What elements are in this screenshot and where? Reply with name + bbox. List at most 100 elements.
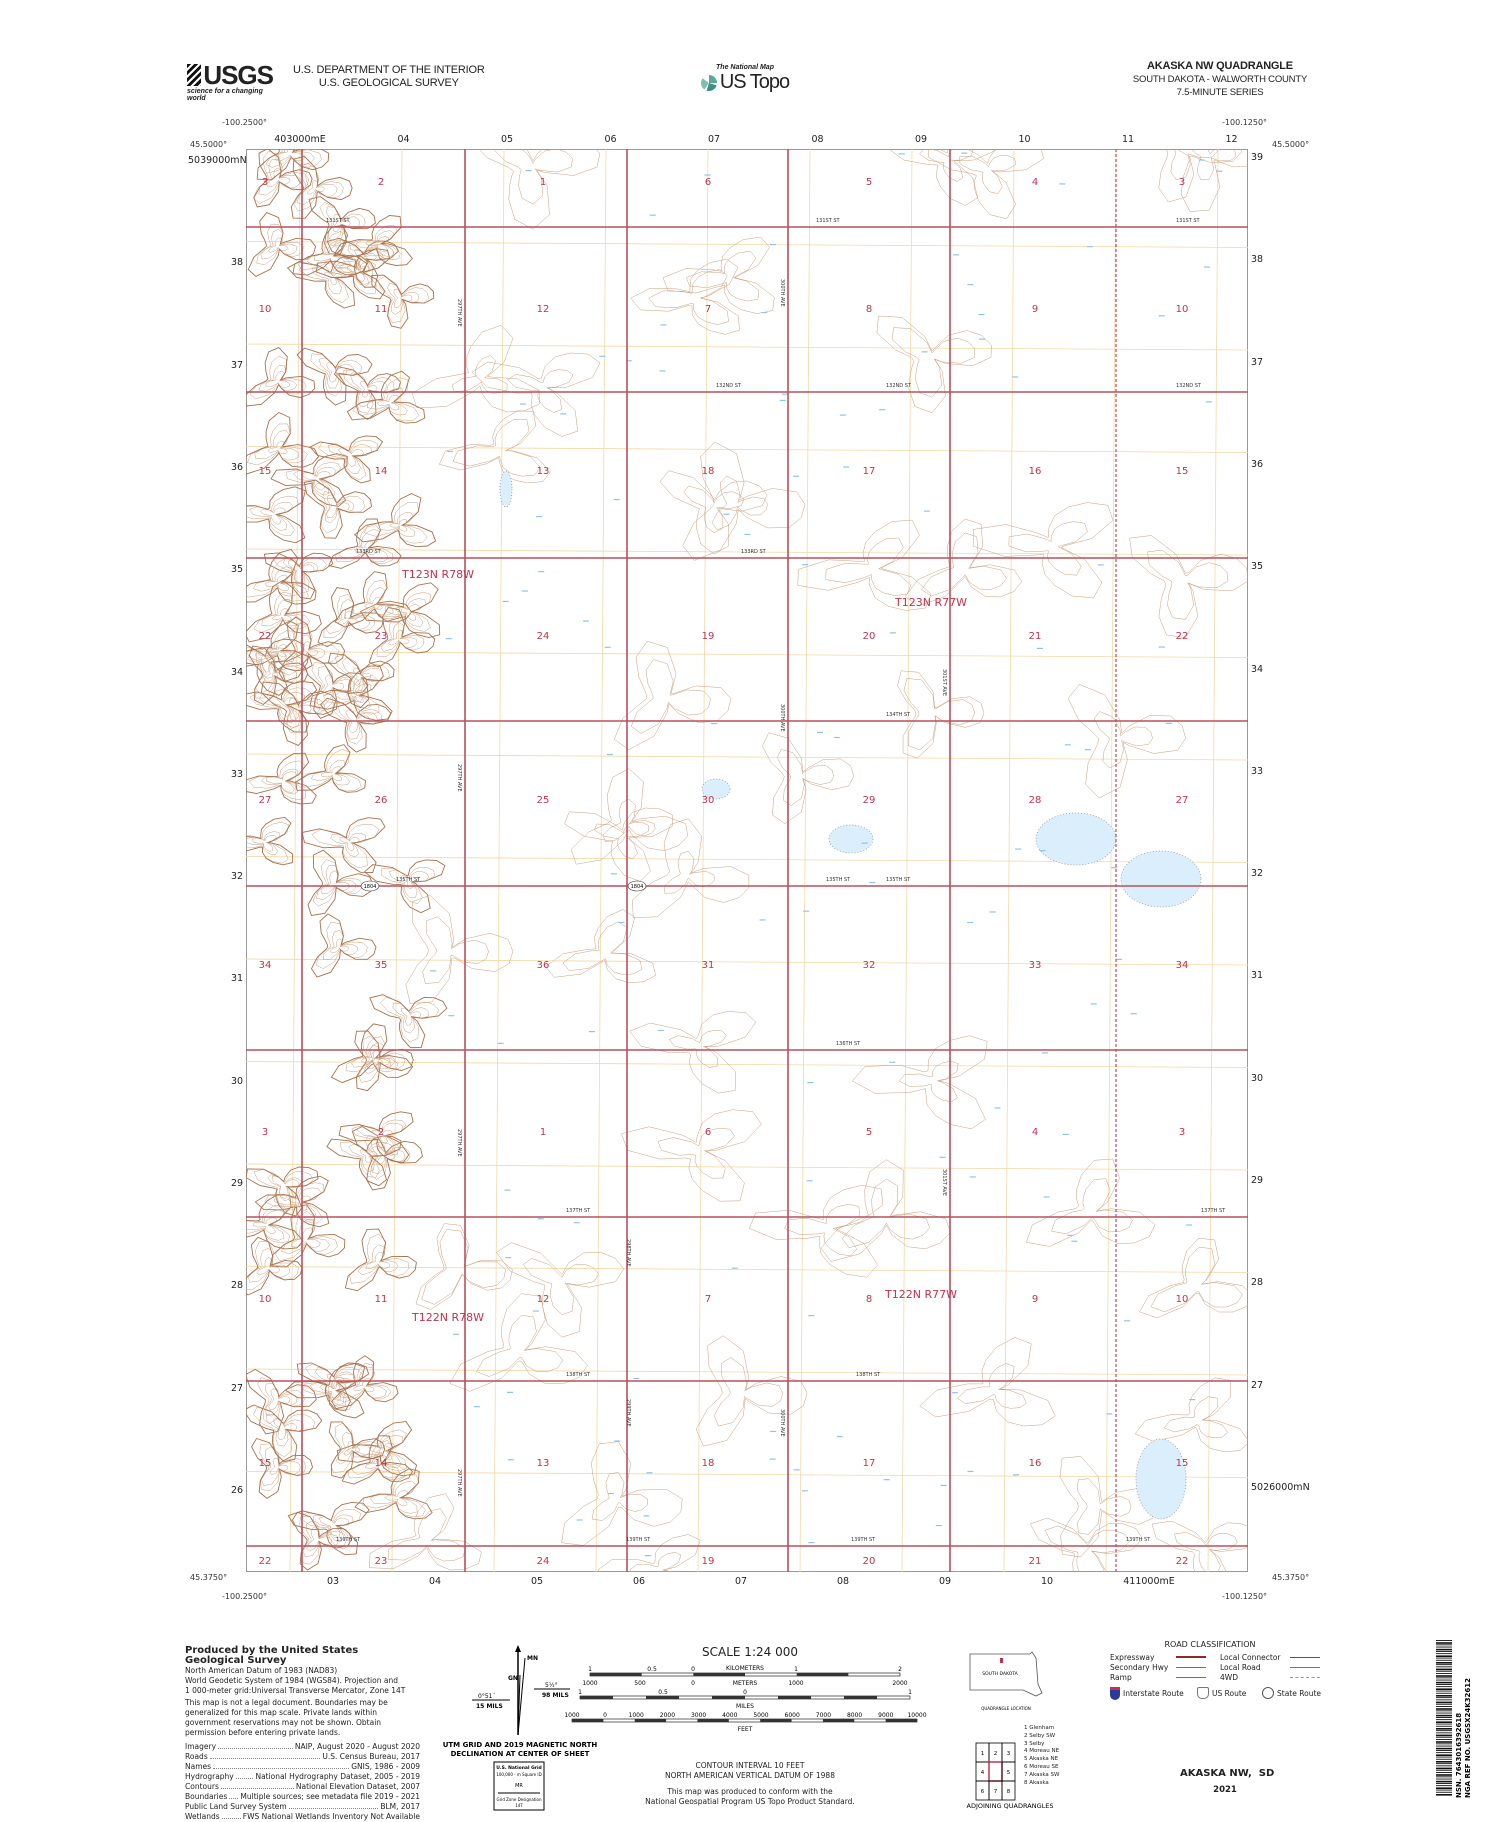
source-row: Boundaries Multiple sources; see metadata… bbox=[185, 1792, 420, 1802]
adjoining-quad-name: 7 Akaska SW bbox=[1024, 1771, 1060, 1778]
contour-line bbox=[257, 637, 295, 663]
street-label: 131ST ST bbox=[326, 218, 351, 224]
scale-tick: 2000 bbox=[660, 1712, 675, 1719]
section-number: 3 bbox=[1179, 1127, 1185, 1138]
barcode-bar bbox=[1436, 1692, 1452, 1694]
national-map-label: The National Map bbox=[716, 64, 774, 71]
contour-line bbox=[363, 597, 383, 610]
contour-line bbox=[507, 369, 574, 413]
barcode-bar bbox=[1436, 1785, 1452, 1787]
contour-line bbox=[285, 462, 342, 500]
contour-line bbox=[290, 155, 353, 219]
contour-line bbox=[299, 261, 362, 303]
contour-line bbox=[319, 1383, 347, 1401]
source-label: Roads bbox=[185, 1752, 208, 1761]
contour-line bbox=[267, 1174, 303, 1202]
adjoining-quad-number: 3 bbox=[1007, 1751, 1011, 1757]
contour-line bbox=[1151, 1520, 1248, 1572]
utm-grid-lines bbox=[246, 149, 1248, 1572]
contour-line bbox=[784, 1203, 861, 1257]
adjoining-caption: ADJOINING QUADRANGLES bbox=[967, 1802, 1054, 1810]
legend-secondary-hwy: Secondary Hwy bbox=[1110, 1662, 1169, 1672]
contour-line bbox=[561, 1441, 683, 1546]
street-label: 137TH ST bbox=[1201, 1208, 1226, 1214]
barcode-bar bbox=[1436, 1736, 1452, 1738]
barcode-bar bbox=[1436, 1714, 1452, 1717]
utm-label: 29 bbox=[1251, 1175, 1264, 1186]
barcode-bar bbox=[1436, 1763, 1452, 1765]
utm-label: 31 bbox=[1251, 970, 1264, 982]
barcode-bar bbox=[1436, 1659, 1452, 1661]
street-label: 136TH ST bbox=[836, 1041, 861, 1047]
pond bbox=[828, 824, 874, 854]
scale-tick: 6000 bbox=[785, 1712, 800, 1719]
current-quad-cell bbox=[988, 1761, 1003, 1782]
scale-segment bbox=[634, 1719, 667, 1722]
scale-tick: 0.5 bbox=[647, 1666, 657, 1673]
utm-label: 07 bbox=[707, 134, 721, 145]
contour-line bbox=[293, 162, 344, 212]
utm-northing-line bbox=[246, 548, 1248, 556]
section-number: 3 bbox=[262, 1127, 268, 1138]
section-number: 21 bbox=[1029, 631, 1042, 642]
contour-line bbox=[368, 606, 436, 668]
vertical-datum: NORTH AMERICAN VERTICAL DATUM OF 1988 bbox=[665, 1771, 835, 1780]
section-number: 19 bbox=[702, 1556, 715, 1567]
section-number: 34 bbox=[259, 960, 272, 971]
barcode-bar bbox=[1436, 1668, 1452, 1671]
contour-line bbox=[632, 818, 750, 918]
barcode-bar bbox=[1436, 1769, 1452, 1771]
utm-label: 10 bbox=[1018, 134, 1031, 145]
contour-line bbox=[392, 1002, 429, 1034]
contour-line bbox=[405, 895, 514, 1004]
se-latitude: 45.3750° bbox=[1272, 1573, 1310, 1582]
contour-line bbox=[255, 652, 298, 694]
contour-line bbox=[292, 467, 337, 496]
source-value: National Elevation Dataset, 2007 bbox=[295, 1782, 420, 1791]
state-route-shield-icon bbox=[360, 880, 380, 892]
interstate-shield-icon bbox=[1110, 1686, 1120, 1700]
contour-line bbox=[267, 440, 288, 455]
barcode-bar bbox=[1436, 1774, 1452, 1776]
national-grid-title: U.S. National Grid bbox=[496, 1765, 542, 1771]
barcode-bar bbox=[1436, 1767, 1452, 1770]
contour-line bbox=[271, 1175, 300, 1199]
utm-label: 04 bbox=[428, 1576, 442, 1587]
contour-line bbox=[351, 1119, 407, 1156]
contour-line bbox=[851, 1035, 988, 1130]
utm-label: 39 bbox=[1251, 152, 1264, 163]
section-number: 25 bbox=[537, 795, 550, 806]
section-number: 13 bbox=[537, 1458, 550, 1469]
contour-line bbox=[257, 1377, 305, 1425]
contour-line bbox=[330, 1023, 414, 1084]
contour-line bbox=[326, 1135, 402, 1187]
contour-line bbox=[1129, 535, 1248, 638]
contour-line bbox=[1190, 149, 1237, 181]
utm-label: 38 bbox=[1251, 254, 1264, 266]
utm-label: 09 bbox=[938, 1576, 952, 1587]
contour-line bbox=[1163, 1396, 1228, 1439]
contour-line bbox=[246, 1236, 303, 1296]
scale-tick: 0 bbox=[691, 1666, 695, 1673]
legend-us-route: US Route bbox=[1212, 1688, 1247, 1698]
contour-line bbox=[322, 491, 355, 524]
source-label: Public Land Survey System bbox=[185, 1802, 287, 1811]
utm-label: 38 bbox=[231, 257, 244, 269]
contour-line bbox=[1174, 1532, 1238, 1572]
contour-line bbox=[330, 1423, 381, 1474]
contour-line bbox=[1067, 684, 1186, 799]
section-number: 24 bbox=[537, 1556, 550, 1567]
section-number: 10 bbox=[259, 304, 272, 315]
contour-line bbox=[353, 667, 372, 686]
contour-line bbox=[478, 149, 601, 230]
contour-line bbox=[325, 206, 361, 241]
contour-line bbox=[292, 224, 368, 276]
contour-line bbox=[570, 768, 689, 865]
avenue-label: 300TH AVE bbox=[779, 279, 785, 307]
section-number: 29 bbox=[863, 795, 876, 806]
source-label: Boundaries bbox=[185, 1792, 228, 1801]
contour-line bbox=[451, 355, 508, 394]
survey-name: U.S. GEOLOGICAL SURVEY bbox=[318, 77, 459, 89]
contour-line bbox=[266, 1413, 304, 1447]
